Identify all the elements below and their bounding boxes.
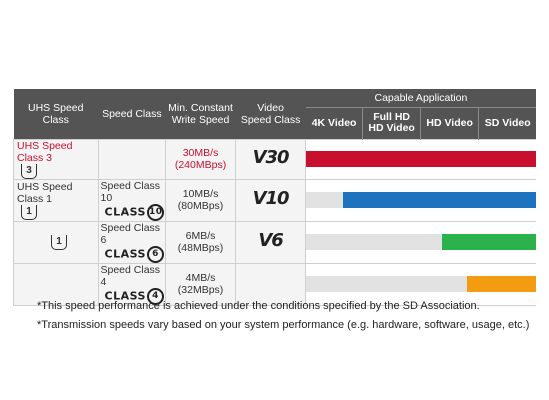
class-10-icon: CLASS 10	[105, 203, 164, 221]
uhs-3-icon: 3	[21, 163, 37, 179]
table-row: UHS Speed Class 1 1 Speed Class 10 CLASS…	[13, 178, 536, 222]
footnote: *This speed performance is achieved unde…	[37, 300, 480, 312]
speed-class-cell: Speed Class 6 CLASS 6	[97, 220, 167, 264]
video-class-cell: V30	[234, 138, 307, 180]
write-speed-cell: 30MB/s (240MBps)	[165, 138, 236, 180]
header-speed-class: Speed Class	[98, 89, 166, 139]
speed-class-cell: Speed Class 4 CLASS 4	[97, 262, 167, 306]
footnote: *Transmission speeds vary based on your …	[37, 319, 530, 331]
v10-icon: V10	[252, 188, 290, 209]
write-speed-cell: 10MB/s (80MBps)	[165, 178, 236, 222]
capability-bar-cell	[305, 220, 536, 264]
uhs-cell: 1	[13, 220, 99, 264]
capability-track	[306, 276, 536, 292]
uhs-label: UHS Speed Class 1	[17, 180, 73, 205]
video-class-cell: V6	[234, 220, 307, 264]
v6-icon: V6	[258, 230, 283, 251]
capability-track	[306, 151, 536, 167]
header-4k-video: 4K Video	[305, 107, 363, 139]
capability-track	[306, 192, 536, 208]
capability-bar-cell	[305, 138, 536, 180]
speed-class-label: Speed Class 4	[100, 263, 161, 288]
video-class-cell	[234, 262, 307, 306]
write-speed-cell: 6MB/s (48MBps)	[165, 220, 236, 264]
v30-icon: V30	[252, 147, 290, 168]
header-min-write-speed: Min. Constant Write Speed	[165, 89, 236, 139]
uhs-cell: UHS Speed Class 1 1	[13, 178, 99, 222]
table-row: Speed Class 4 CLASS 4 4MB/s (32MBps)	[13, 262, 536, 306]
uhs-label: UHS Speed Class 3	[17, 139, 73, 164]
uhs-1-icon: 1	[51, 234, 67, 250]
class-6-icon: CLASS 6	[105, 245, 164, 263]
footnotes: *This speed performance is achieved unde…	[37, 297, 529, 335]
capability-bar	[467, 276, 536, 292]
speed-class-label: Speed Class 10	[100, 179, 161, 204]
video-class-cell: V10	[234, 178, 307, 222]
capability-bar	[306, 151, 536, 167]
speed-class-cell	[97, 138, 167, 180]
header-capable-application: Capable Application	[305, 89, 536, 108]
header-full-hd-video: Full HD HD Video	[362, 107, 421, 139]
header-video-speed-class: Video Speed Class	[235, 89, 306, 139]
class-4-icon: CLASS 4	[105, 287, 164, 305]
write-speed-cell: 4MB/s (32MBps)	[165, 262, 236, 306]
header-uhs-speed-class: UHS Speed Class	[13, 89, 98, 139]
capability-track	[306, 234, 536, 250]
uhs-cell	[13, 262, 99, 306]
speed-class-cell: Speed Class 10 CLASS 10	[97, 178, 167, 222]
table-row: UHS Speed Class 3 3 30MB/s (240MBps) V30	[13, 138, 536, 180]
speed-class-label: Speed Class 6	[100, 221, 161, 246]
header-hd-video: HD Video	[419, 107, 479, 139]
capability-bar	[343, 192, 536, 208]
table-row: 1 Speed Class 6 CLASS 6 6MB/s (48MBps) V6	[13, 220, 536, 264]
capability-bar-cell	[305, 262, 536, 306]
header-sd-video: SD Video	[478, 107, 536, 139]
capability-bar	[441, 234, 536, 250]
uhs-1-icon: 1	[21, 204, 37, 220]
speed-class-table: UHS Speed Class Speed Class Min. Constan…	[13, 89, 536, 306]
uhs-cell: UHS Speed Class 3 3	[13, 138, 99, 180]
capability-bar-cell	[305, 178, 536, 222]
